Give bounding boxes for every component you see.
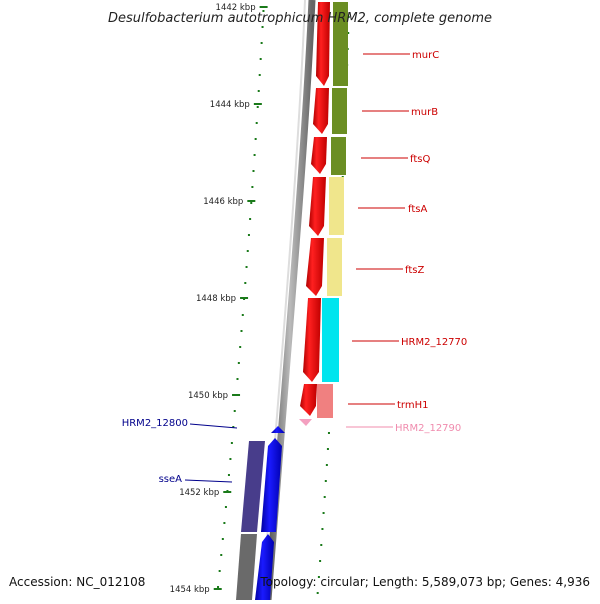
ruler-dot	[253, 154, 256, 156]
ruler-dot	[217, 586, 220, 588]
cog-bars	[236, 2, 348, 600]
cog-ruler-dot	[321, 528, 324, 530]
ruler-ticks: 1442 kbp 1444 kbp 1446 kbp 1448 kbp 1450 kbp…	[170, 3, 268, 595]
gene-label-ftsQ[interactable]: ftsQ	[410, 154, 430, 165]
ruler-tick-label: 1442 kbp	[216, 3, 256, 13]
cog-bar-murB	[332, 88, 347, 134]
gene-sseA-arrow[interactable]	[261, 438, 282, 532]
ruler-dot	[227, 474, 230, 476]
gene-label-ftsA[interactable]: ftsA	[408, 204, 427, 215]
ruler-dot	[250, 202, 253, 204]
topology-label: Topology: circular; Length: 5,589,073 bp…	[259, 575, 590, 589]
gene-label-trmH1[interactable]: trmH1	[397, 400, 428, 411]
ruler-tick-label: 1452 kbp	[179, 488, 219, 498]
gene-labels: murC murB ftsQ ftsA ftsZ HRM2_12770 trmH…	[122, 50, 468, 485]
ruler-dot	[229, 458, 232, 460]
gene-label-ftsZ[interactable]: ftsZ	[405, 265, 424, 276]
cog-ruler-dot	[325, 464, 328, 466]
ruler-dot	[224, 506, 227, 508]
ruler-tick-label: 1444 kbp	[210, 100, 250, 110]
ruler-dot	[218, 570, 221, 572]
cog-ruler-dot	[317, 576, 320, 578]
gene-label-murC[interactable]: murC	[412, 50, 439, 61]
gene-lower-blue-arrow[interactable]	[255, 534, 274, 600]
map-title: Desulfobacterium autotrophicum HRM2, com…	[108, 11, 492, 26]
ruler-dot	[257, 90, 260, 92]
gene-ftsA-arrow[interactable]	[309, 177, 326, 236]
ruler-dot	[241, 314, 244, 316]
cog-bar-sseA	[241, 441, 265, 532]
cog-ruler-dot	[319, 560, 322, 562]
ruler-dot	[260, 42, 263, 44]
cog-bar-trmH1	[317, 384, 333, 418]
cog-ruler-dot	[316, 592, 319, 594]
gene-murB-arrow[interactable]	[313, 88, 329, 134]
cog-bar-murC	[333, 2, 348, 86]
ruler-dot	[239, 346, 242, 348]
ruler-tick-label: 1450 kbp	[188, 391, 228, 401]
reverse-strand-genes	[255, 426, 285, 600]
cog-ruler-dot	[347, 16, 350, 18]
ruler-dot	[246, 250, 249, 252]
ruler-dot	[256, 106, 259, 108]
ruler-tick-label: 1448 kbp	[196, 294, 236, 304]
gene-ftsZ-arrow[interactable]	[306, 238, 324, 296]
ruler-dot	[223, 522, 226, 524]
cog-bar-ftsZ	[327, 238, 342, 296]
cog-ruler-dot	[347, 32, 350, 34]
ruler-dot	[220, 554, 223, 556]
ruler-dot	[247, 234, 250, 236]
accession-label: Accession: NC_012108	[9, 575, 145, 589]
gene-label-sseA[interactable]: sseA	[159, 474, 183, 485]
ruler-dot	[221, 538, 224, 540]
ruler-dot	[245, 266, 248, 268]
ruler-dot	[237, 362, 240, 364]
gene-label-HRM2_12790[interactable]: HRM2_12790	[395, 423, 461, 434]
cog-ruler-dot	[327, 432, 330, 434]
ruler-dot	[236, 378, 239, 380]
gene-label-HRM2_12770[interactable]: HRM2_12770	[401, 337, 467, 348]
ruler-dot	[240, 330, 243, 332]
ruler-dot	[232, 426, 235, 428]
cog-ruler-dot	[322, 512, 325, 514]
ruler-dot	[259, 58, 262, 60]
cog-ruler-dot	[326, 448, 329, 450]
ruler-dot	[255, 122, 258, 124]
cog-ruler-dot	[323, 496, 326, 498]
cog-bar-HRM2_12770	[322, 298, 339, 382]
gene-HRM2_12800-arrow[interactable]	[271, 426, 285, 433]
ruler-dot	[233, 410, 236, 412]
gene-HRM2_12790-arrow[interactable]	[299, 419, 312, 426]
gene-HRM2_12770-arrow[interactable]	[303, 298, 321, 382]
cog-bar-sseA-lower	[236, 534, 257, 600]
cog-bar-ftsA	[329, 177, 344, 235]
ruler-dot	[261, 26, 264, 28]
gene-murC-arrow[interactable]	[316, 2, 330, 86]
ruler-tick-label: 1446 kbp	[203, 197, 243, 207]
cog-ruler-dot	[320, 544, 323, 546]
ruler-dot	[249, 218, 252, 220]
ruler-tick-label: 1454 kbp	[170, 585, 210, 595]
gene-trmH1-arrow[interactable]	[300, 384, 317, 416]
ruler-dot	[230, 442, 233, 444]
gene-label-murB[interactable]: murB	[411, 107, 438, 118]
cog-ruler-dot	[324, 480, 327, 482]
cog-bar-ftsQ	[331, 137, 346, 175]
ruler-dot	[244, 282, 247, 284]
ruler-dot	[251, 186, 254, 188]
ruler-dot	[254, 138, 257, 140]
ruler-dot	[262, 10, 265, 12]
gene-ftsQ-arrow[interactable]	[311, 137, 327, 174]
ruler-dot	[258, 74, 261, 76]
gene-label-HRM2_12800[interactable]: HRM2_12800	[122, 418, 188, 429]
ruler-dot	[252, 170, 255, 172]
forward-strand-genes	[299, 2, 330, 426]
